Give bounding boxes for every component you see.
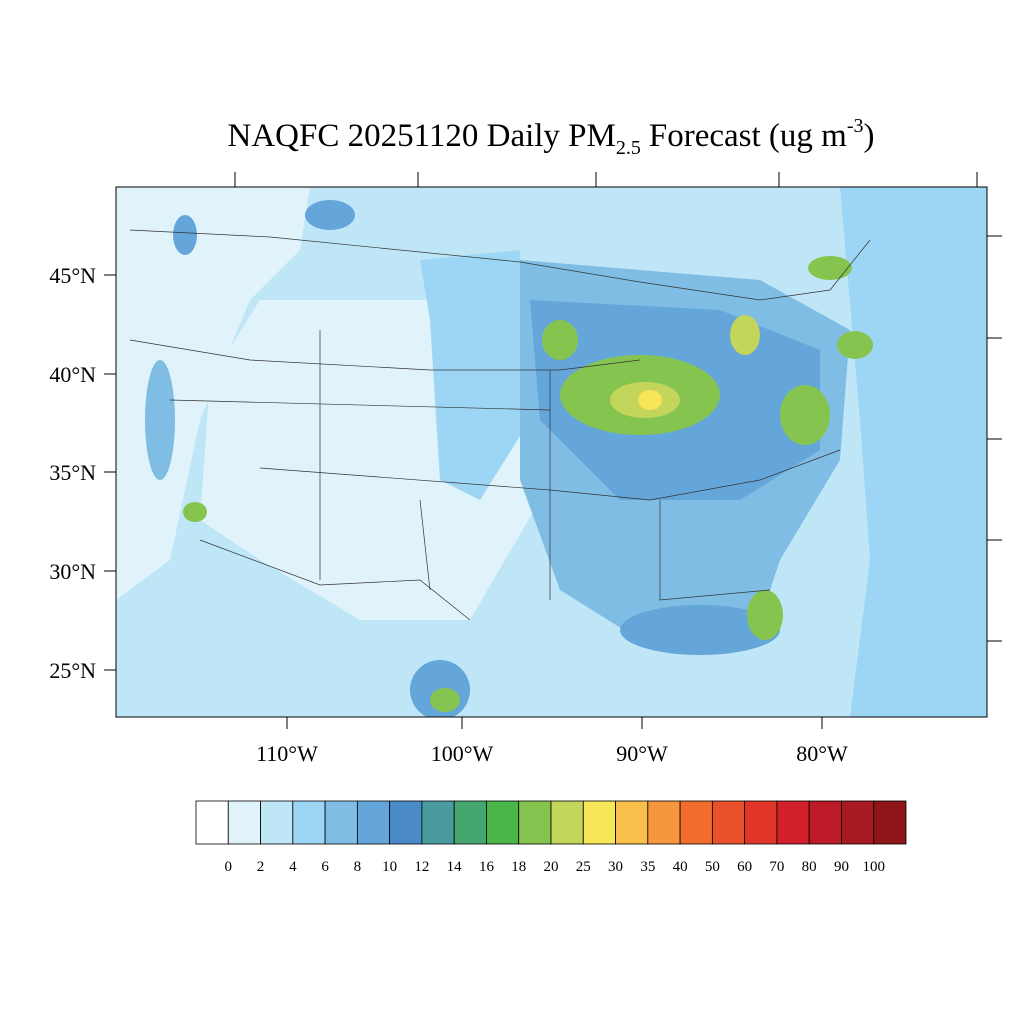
lat-label: 45°N (49, 263, 96, 288)
title: NAQFC 20251120 Daily PM2.5 Forecast (ug m… (227, 115, 874, 159)
colorbar-label: 80 (802, 859, 817, 875)
colorbar-box (711, 800, 746, 845)
colorbar-box (550, 800, 584, 845)
colorbar-label: 50 (705, 859, 720, 875)
colorbar-box (679, 800, 713, 845)
colorbar-label: 18 (511, 859, 526, 875)
colorbar-box (195, 800, 229, 845)
colorbar-box (227, 800, 261, 845)
colorbar-label: 20 (544, 859, 559, 875)
colorbar-box (421, 800, 455, 845)
colorbar-label: 12 (414, 859, 429, 875)
lat-label: 40°N (49, 362, 96, 387)
colorbar-box (260, 800, 294, 845)
colorbar-box (647, 800, 681, 845)
colorbar-label: 25 (576, 859, 591, 875)
lon-label: 90°W (616, 741, 668, 766)
axis-labels: 45°N 40°N 35°N 30°N 25°N 110°W 100°W 90°W 80°W (49, 263, 848, 766)
colorbar-label: 16 (479, 859, 495, 875)
colorbar-label: 90 (834, 859, 849, 875)
lat-label: 35°N (49, 460, 96, 485)
colorbar-box (356, 800, 391, 845)
lat-label: 25°N (49, 658, 96, 683)
colorbar-label: 40 (673, 859, 688, 875)
title-rest: Forecast (ug m (649, 118, 847, 154)
colorbar-label: 2 (257, 859, 265, 875)
colorbar-label: 8 (354, 859, 362, 875)
colorbar-box (324, 800, 358, 845)
colorbar-label: 14 (447, 859, 463, 875)
title-end: ) (864, 118, 875, 154)
colorbar-box (841, 800, 875, 845)
lat-label: 30°N (49, 559, 96, 584)
title-sub: 2.5 (616, 137, 641, 159)
colorbar-label: 100 (862, 859, 885, 875)
colorbar-label: 35 (640, 859, 655, 875)
lon-label: 80°W (796, 741, 848, 766)
colorbar-label: 70 (769, 859, 784, 875)
colorbar-box (744, 800, 778, 845)
colorbar: 0 2 4 6 8 10 12 14 16 18 20 25 30 35 40 50 60 70 80 90 100 (195, 800, 907, 875)
colorbar-label: 0 (225, 859, 233, 875)
colorbar-box (389, 800, 423, 845)
colorbar-label: 10 (382, 859, 397, 875)
colorbar-box (582, 800, 616, 845)
colorbar-label: 6 (321, 859, 329, 875)
title-main: NAQFC 20251120 Daily PM (227, 118, 615, 154)
colorbar-box (615, 800, 649, 845)
colorbar-box (292, 800, 326, 845)
colorbar-label: 30 (608, 859, 623, 875)
colorbar-box (776, 800, 810, 845)
colorbar-label: 4 (289, 859, 297, 875)
colorbar-box (873, 800, 907, 845)
colorbar-box (808, 800, 842, 845)
colorbar-label: 60 (737, 859, 752, 875)
lon-label: 100°W (431, 741, 494, 766)
colorbar-box (486, 800, 520, 845)
lon-label: 110°W (256, 741, 318, 766)
colorbar-box (453, 800, 487, 845)
title-sup: -3 (847, 115, 864, 137)
colorbar-box (518, 800, 552, 845)
map (104, 172, 1002, 729)
